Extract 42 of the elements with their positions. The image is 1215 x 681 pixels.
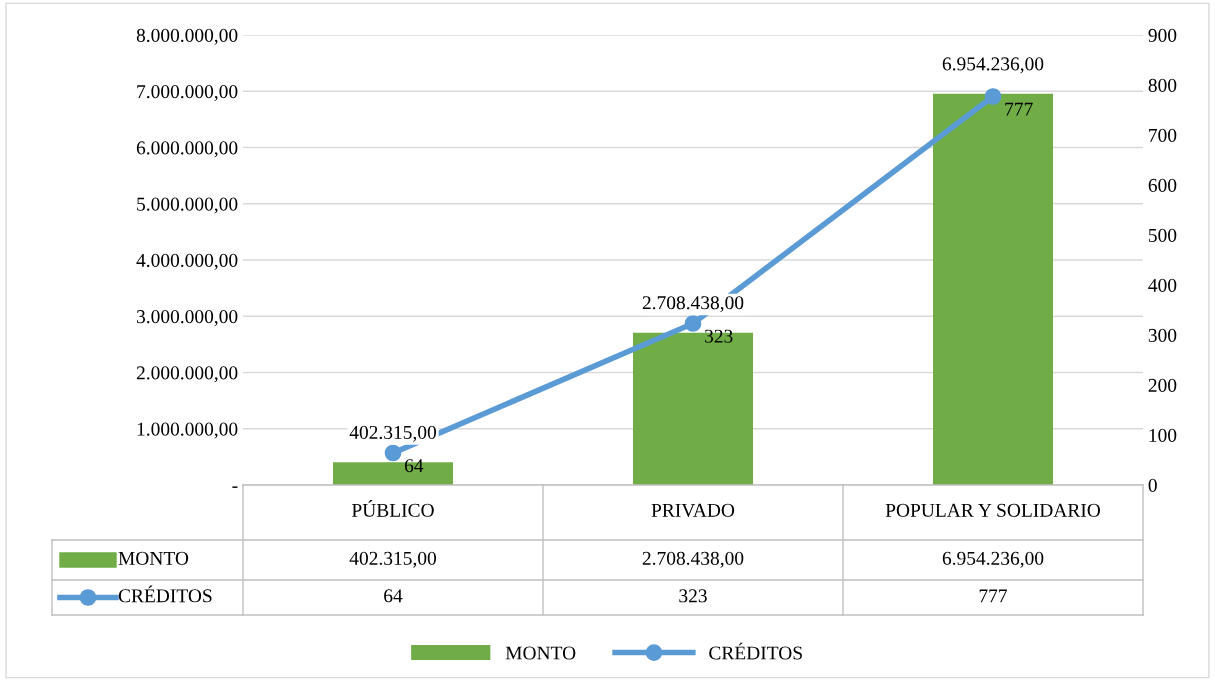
y-tick-label: 7.000.000,00 bbox=[137, 85, 238, 101]
y2-tick-label: 0 bbox=[1148, 478, 1157, 492]
bar bbox=[933, 93, 1053, 485]
text: 402.315,00 bbox=[349, 425, 437, 442]
text: CRÉDITOS bbox=[118, 585, 212, 603]
data-label: 6.954.236,00 bbox=[942, 551, 1044, 568]
y2-tick-label: 400 bbox=[1148, 278, 1177, 292]
legend-label: MONTO bbox=[118, 551, 189, 565]
data-label: 64 bbox=[384, 589, 403, 603]
x-tick-label: PÚBLICO bbox=[351, 500, 434, 517]
y-tick-label: - bbox=[232, 486, 238, 488]
data-label: 323 bbox=[679, 589, 707, 603]
legend-label: CRÉDITOS bbox=[709, 642, 802, 660]
y2-tick-label: 200 bbox=[1148, 378, 1177, 392]
y-tick-label: 3.000.000,00 bbox=[136, 310, 238, 326]
y-tick-label: 4.000.000,00 bbox=[136, 253, 238, 270]
y-tick-label: 2.000.000,00 bbox=[136, 366, 238, 383]
y2-tick-label: 500 bbox=[1148, 228, 1177, 242]
text: MONTO bbox=[505, 646, 576, 660]
data-label: 2.708.438,00 bbox=[642, 551, 744, 568]
y-tick-label: 6.000.000,00 bbox=[136, 141, 238, 158]
data-label: 402.315,00 bbox=[349, 551, 437, 568]
y-tick-label: 1.000.000,00 bbox=[137, 422, 238, 439]
point bbox=[684, 315, 702, 332]
text: 323 bbox=[705, 329, 733, 343]
point bbox=[984, 88, 1002, 105]
y-tick-label: 5.000.000,00 bbox=[137, 197, 238, 214]
y-tick-label: 8.000.000,00 bbox=[136, 28, 238, 45]
y2-tick-label: 900 bbox=[1148, 28, 1177, 42]
x-tick-label: PRIVADO bbox=[651, 503, 735, 517]
point bbox=[384, 444, 402, 462]
data-label: 777 bbox=[979, 589, 1008, 603]
y2-tick-label: 600 bbox=[1148, 178, 1177, 192]
text: 777 bbox=[1005, 102, 1033, 116]
x-tick-label: POPULAR Y SOLIDARIO bbox=[885, 503, 1101, 517]
y2-tick-label: 700 bbox=[1149, 128, 1177, 142]
text: 2.708.438,00 bbox=[642, 296, 744, 313]
y2-tick-label: 100 bbox=[1149, 428, 1177, 442]
text: 64 bbox=[404, 459, 424, 473]
y2-tick-label: 800 bbox=[1148, 78, 1177, 92]
y2-tick-label: 300 bbox=[1148, 328, 1177, 342]
text: 6.954.236,00 bbox=[942, 57, 1044, 74]
